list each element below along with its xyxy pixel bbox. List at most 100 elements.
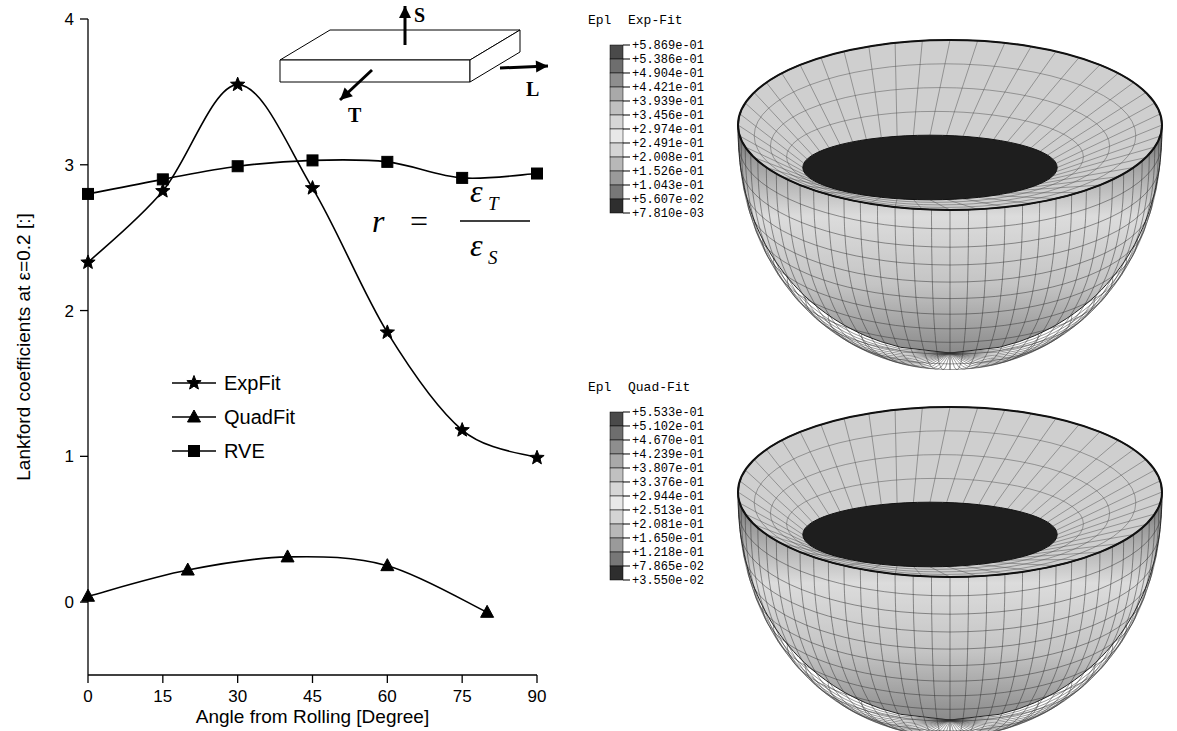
legend-marker <box>188 410 201 422</box>
plot-lines <box>88 85 537 613</box>
colorbar-tick <box>623 509 630 510</box>
x-tick-label: 15 <box>153 687 172 706</box>
figure: 012340153045607590Angle from Rolling [De… <box>0 0 1177 731</box>
x-tick <box>462 675 463 683</box>
colorbar-band <box>610 440 623 454</box>
x-tick-label: 90 <box>528 687 547 706</box>
colorbar-band <box>610 185 623 199</box>
colorbar-tick <box>623 198 630 199</box>
series-marker <box>455 423 469 437</box>
x-tick <box>237 675 238 683</box>
mesh-line <box>770 88 1109 205</box>
contour-panel: EplExp-Fit+5.869e-01+5.386e-01+4.904e-01… <box>588 13 1162 370</box>
y-tick <box>80 310 88 311</box>
colorbar-tick <box>623 468 630 469</box>
colorbar-band <box>610 496 623 510</box>
x-tick-label: 45 <box>303 687 322 706</box>
colorbar-band <box>610 157 623 171</box>
x-tick-label: 60 <box>378 687 397 706</box>
mesh-line <box>913 209 950 369</box>
series-marker <box>281 550 294 562</box>
series-line <box>88 557 487 613</box>
colorbar-label: +1.043e-01 <box>632 179 704 193</box>
slab-front <box>280 60 470 82</box>
y-tick <box>80 18 88 19</box>
mesh-line <box>844 566 950 731</box>
contour-variable: Epl <box>588 13 612 28</box>
cup-inner-wall <box>738 40 1162 210</box>
colorbar-tick <box>623 213 630 214</box>
colorbar-label: +2.974e-01 <box>632 123 704 137</box>
colorbar-tick <box>623 440 630 441</box>
colorbar-band <box>610 115 623 129</box>
mesh-line <box>950 202 1040 367</box>
series-marker <box>157 174 168 185</box>
colorbar-label: +3.939e-01 <box>632 95 704 109</box>
legend-label: RVE <box>224 440 265 462</box>
mesh-line <box>950 572 1023 731</box>
colorbar-label: +4.239e-01 <box>632 448 704 462</box>
mesh-line <box>814 190 950 363</box>
colorbar-tick <box>623 72 630 73</box>
colorbar-band <box>610 524 623 538</box>
x-tick-label: 30 <box>228 687 247 706</box>
mesh-line <box>950 552 1100 728</box>
mesh-line <box>950 199 1056 366</box>
colorbar-label: +4.904e-01 <box>632 67 704 81</box>
colorbar-band <box>610 143 623 157</box>
legend-label: QuadFit <box>224 406 296 428</box>
colorbar-band <box>610 199 623 213</box>
y-axis <box>87 19 88 675</box>
colorbar-label: +1.218e-01 <box>632 546 704 560</box>
inset-axis-label: L <box>526 78 539 100</box>
mesh-line <box>950 574 1005 731</box>
mesh-line <box>950 576 987 731</box>
colorbar-label: +5.869e-01 <box>632 39 704 53</box>
contour-panel: EplQuad-Fit+5.533e-01+5.102e-01+4.670e-0… <box>588 380 1162 731</box>
formula-text: r <box>372 203 385 239</box>
colorbar-band <box>610 129 623 143</box>
series-marker <box>82 589 95 601</box>
colorbar-tick <box>623 142 630 143</box>
mesh-line <box>895 574 950 731</box>
colorbar-tick <box>623 537 630 538</box>
x-tick <box>87 675 88 683</box>
arrow-shaft <box>340 70 372 100</box>
colorbar-label: +2.944e-01 <box>632 490 704 504</box>
mesh-line <box>860 569 950 731</box>
colorbar-tick <box>623 185 630 186</box>
colorbar-label: +2.081e-01 <box>632 518 704 532</box>
y-tick-label: 2 <box>65 302 74 321</box>
line-chart: 012340153045607590Angle from Rolling [De… <box>13 4 548 727</box>
colorbar-tick <box>623 481 630 482</box>
y-tick <box>80 456 88 457</box>
colorbar-label: +7.865e-02 <box>632 560 704 574</box>
series-marker <box>81 255 95 269</box>
colorbar-band <box>610 59 623 73</box>
series-marker <box>307 155 318 166</box>
plot-markers <box>81 77 544 617</box>
y-tick-label: 4 <box>65 10 74 29</box>
x-tick-label: 75 <box>453 687 472 706</box>
series-marker <box>232 161 243 172</box>
colorbar-band <box>610 538 623 552</box>
colorbar-band <box>610 73 623 87</box>
mesh-line <box>950 577 951 731</box>
formula-text: ε <box>470 227 483 263</box>
colorbar-tick <box>623 496 630 497</box>
colorbar-label: +5.386e-01 <box>632 53 704 67</box>
colorbar-band <box>610 426 623 440</box>
mesh-line <box>932 210 951 370</box>
inset: SLT <box>280 4 548 126</box>
colorbar-label: +2.513e-01 <box>632 504 704 518</box>
colorbar-label: +1.650e-01 <box>632 532 704 546</box>
mesh-line <box>932 577 951 731</box>
mesh-line <box>844 199 950 366</box>
mesh-line <box>950 209 987 369</box>
mesh-line <box>950 185 1100 361</box>
series-marker <box>181 563 194 575</box>
mesh-line <box>800 552 950 728</box>
mesh-line <box>828 195 950 365</box>
colorbar-tick <box>623 128 630 129</box>
colorbar-label: +4.421e-01 <box>632 81 704 95</box>
